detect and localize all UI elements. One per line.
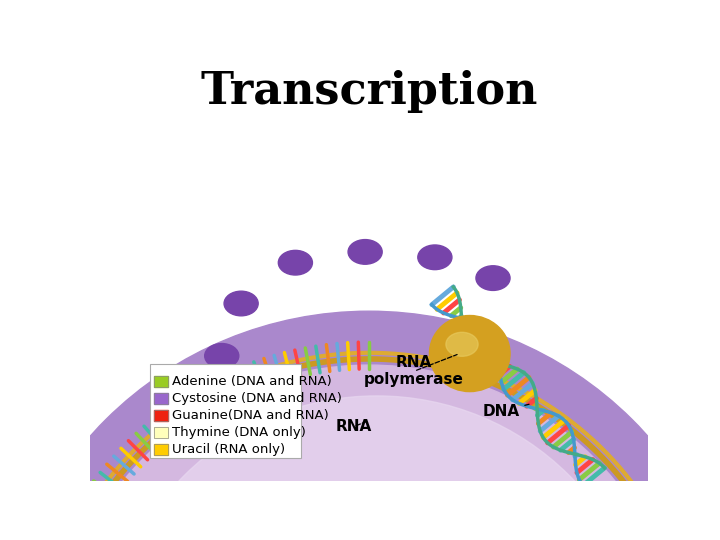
Bar	[154, 427, 168, 437]
Bar	[154, 376, 168, 387]
Ellipse shape	[418, 245, 452, 269]
Text: Adenine (DNA and RNA): Adenine (DNA and RNA)	[172, 375, 332, 388]
Bar	[154, 393, 168, 404]
Ellipse shape	[446, 332, 478, 356]
Bar	[154, 427, 168, 437]
Ellipse shape	[476, 266, 510, 291]
Text: RNA
polymerase: RNA polymerase	[364, 355, 464, 388]
Bar	[154, 410, 168, 421]
Ellipse shape	[429, 315, 510, 392]
Text: Thymine (DNA only): Thymine (DNA only)	[172, 426, 306, 438]
Text: DNA: DNA	[482, 404, 529, 419]
Bar	[154, 444, 168, 455]
Ellipse shape	[0, 311, 720, 540]
Text: RNA: RNA	[336, 419, 372, 434]
Text: Transcription: Transcription	[200, 70, 538, 113]
Bar	[154, 444, 168, 455]
FancyBboxPatch shape	[150, 364, 301, 458]
Text: Cystosine (DNA and RNA): Cystosine (DNA and RNA)	[172, 392, 342, 405]
Ellipse shape	[224, 291, 258, 316]
Bar	[154, 410, 168, 421]
Ellipse shape	[348, 240, 382, 264]
Ellipse shape	[51, 365, 687, 540]
Ellipse shape	[279, 251, 312, 275]
Text: Guanine(DNA and RNA): Guanine(DNA and RNA)	[172, 409, 329, 422]
Ellipse shape	[184, 397, 218, 422]
Text: Uracil (RNA only): Uracil (RNA only)	[172, 443, 285, 456]
Ellipse shape	[106, 396, 648, 540]
Bar	[154, 376, 168, 387]
Ellipse shape	[204, 343, 239, 368]
Bar	[154, 393, 168, 404]
